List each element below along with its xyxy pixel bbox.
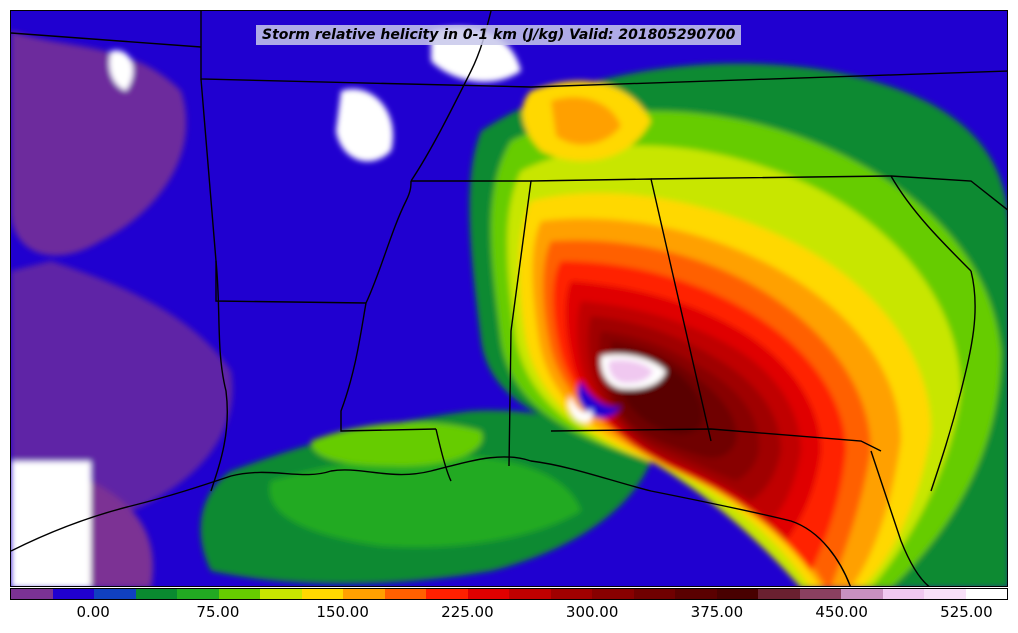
colorbar-swatch: [758, 589, 800, 599]
colorbar-swatch: [965, 589, 1007, 599]
colorbar-swatch: [301, 589, 343, 599]
colorbar-swatch: [94, 589, 136, 599]
colorbar-swatch: [675, 589, 717, 599]
colorbar-tick-label: 375.00: [690, 603, 744, 621]
colorbar-swatch: [52, 589, 94, 599]
colorbar-swatch: [882, 589, 924, 599]
colorbar-swatch: [426, 589, 468, 599]
helicity-contours: [11, 27, 1007, 586]
colorbar-swatch: [799, 589, 841, 599]
state-boundaries: [11, 11, 1007, 492]
colorbar-swatch: [343, 589, 385, 599]
colorbar-swatch: [11, 589, 53, 599]
colorbar-swatch: [509, 589, 551, 599]
colorbar-swatch: [260, 589, 302, 599]
colorbar-swatch: [924, 589, 966, 599]
colorbar-tick-label: 225.00: [441, 603, 494, 621]
colorbar-swatch: [384, 589, 426, 599]
colorbar-tick-label: 450.00: [815, 603, 868, 621]
colorbar-swatch: [218, 589, 260, 599]
colorbar-tick-label: 525.00: [940, 603, 993, 621]
colorbar-swatch: [841, 589, 883, 599]
coastline: [11, 270, 976, 586]
map-panel: Storm relative helicity in 0-1 km (J/kg)…: [10, 10, 1008, 587]
colorbar-swatch: [716, 589, 758, 599]
colorbar-tick-label: 300.00: [565, 603, 619, 621]
colorbar-labels: 0.00 75.00 150.00 225.00 300.00 375.00 450.00 5…: [10, 603, 1008, 625]
map-title: Storm relative helicity in 0-1 km (J/kg)…: [256, 25, 742, 45]
helicity-field-map: [11, 11, 1007, 586]
colorbar-tick-label: 150.00: [316, 603, 369, 621]
colorbar-swatch: [633, 589, 675, 599]
colorbar: [10, 588, 1008, 600]
colorbar-tick-label: 75.00: [196, 603, 240, 621]
colorbar-swatch: [135, 589, 177, 599]
colorbar-swatch: [467, 589, 509, 599]
colorbar-tick-label: 0.00: [76, 603, 110, 621]
colorbar-swatch: [550, 589, 592, 599]
colorbar-swatch: [592, 589, 634, 599]
colorbar-swatch: [177, 589, 219, 599]
